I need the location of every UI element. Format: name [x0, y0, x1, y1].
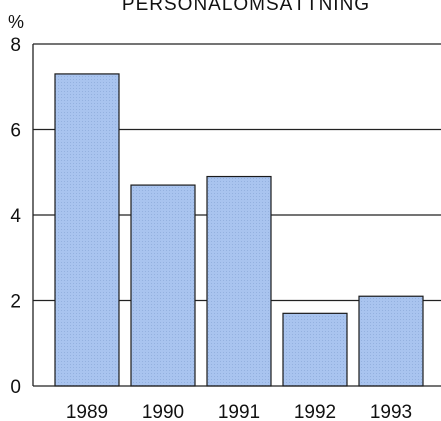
- y-tick-label: 4: [10, 206, 21, 227]
- bar: [206, 175, 272, 387]
- bar: [54, 73, 120, 387]
- x-tick-labels: 1989 1990 1991 1992 1993: [66, 402, 412, 421]
- bar: [358, 295, 424, 387]
- x-tick-label: 1991: [218, 402, 260, 421]
- y-tick-label: 0: [10, 377, 21, 398]
- x-tick-label: 1990: [142, 402, 184, 421]
- x-tick-label: 1989: [66, 402, 108, 421]
- y-tick-label: 6: [10, 121, 21, 142]
- y-axis-unit: %: [8, 12, 24, 32]
- x-tick-label: 1992: [294, 402, 336, 421]
- x-tick-label: 1993: [370, 402, 412, 421]
- bar: [130, 184, 196, 387]
- bar: [282, 312, 348, 387]
- axes: [32, 44, 441, 387]
- bars: [54, 73, 424, 387]
- y-tick-label: 8: [10, 35, 21, 56]
- y-tick-labels: 0 2 4 6 8: [10, 35, 21, 398]
- chart-title: PERSONALOMSÄTTNING: [122, 0, 370, 15]
- y-tick-label: 2: [10, 292, 21, 313]
